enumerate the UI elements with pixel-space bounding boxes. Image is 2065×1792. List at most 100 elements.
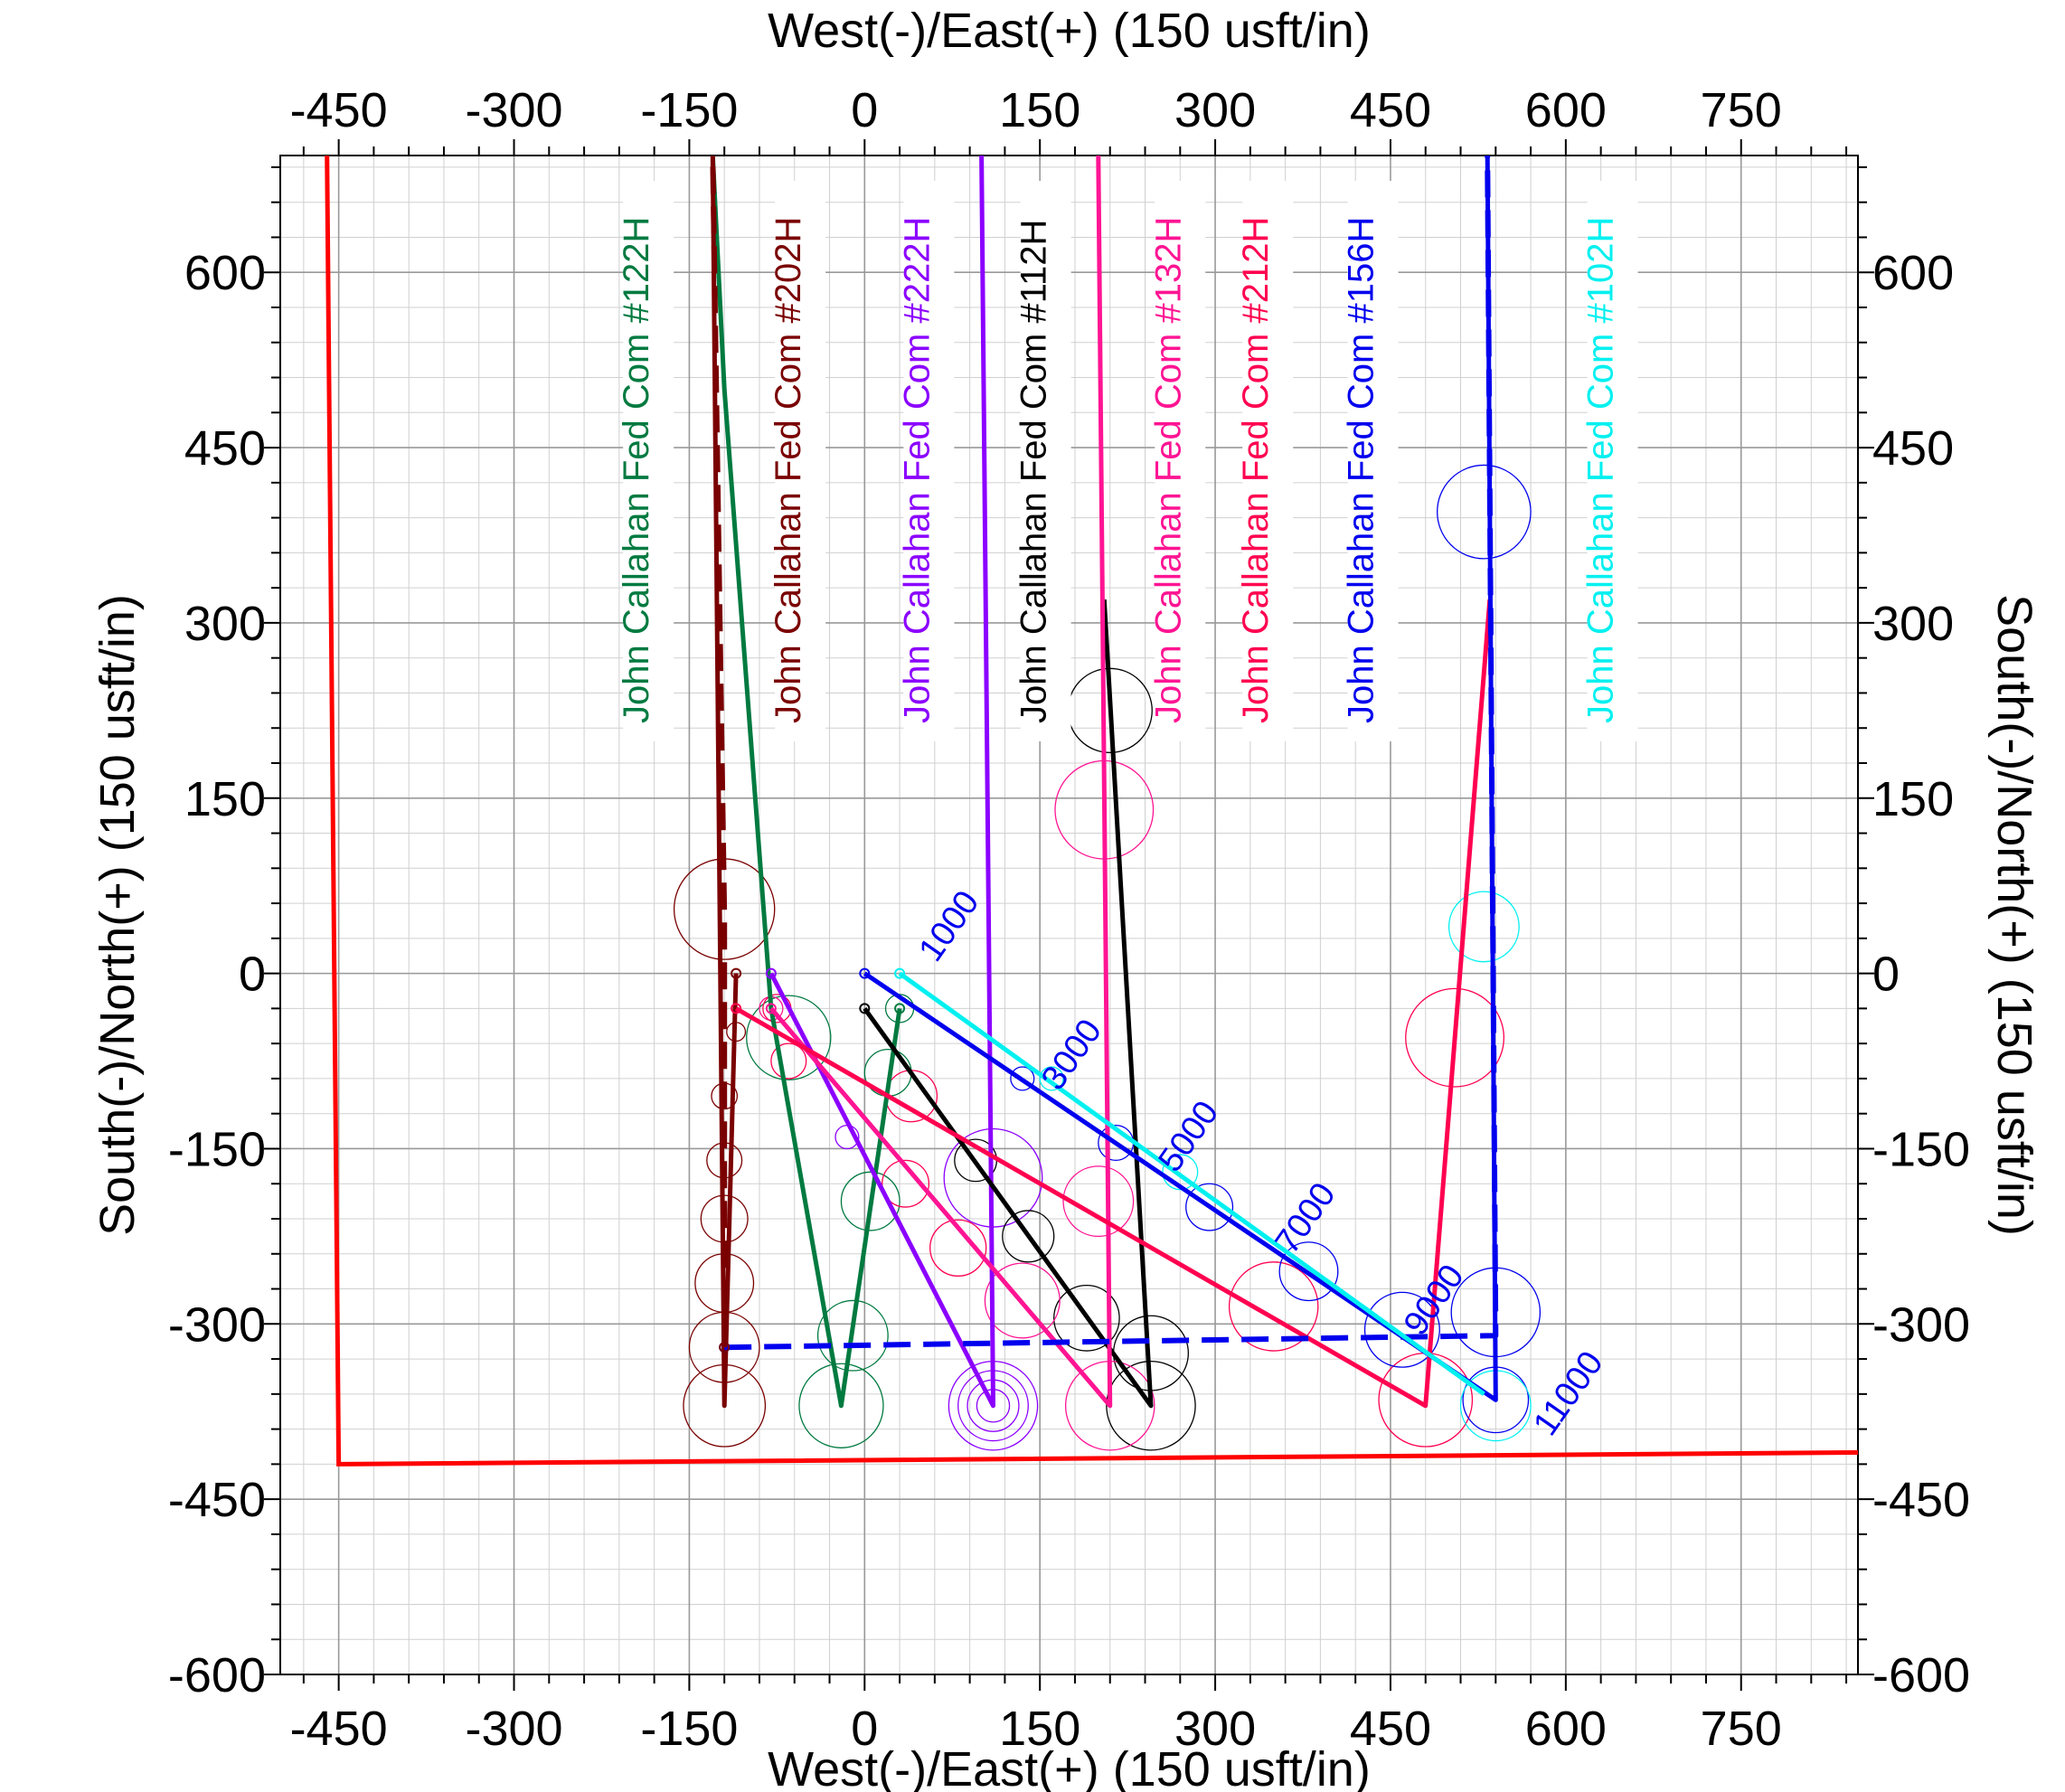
x-tick-label-bottom: -450 [290, 1702, 388, 1756]
y-axis-label-left: South(-)/North(+) (150 usft/in) [90, 594, 145, 1236]
y-tick-label-left: 0 [239, 948, 266, 1002]
y-tick-label-right: -450 [1872, 1473, 1970, 1527]
y-tick-label-right: -150 [1872, 1122, 1970, 1176]
lease-boundary-line [325, 155, 1859, 1467]
uncertainty-circle [1363, 1291, 1440, 1368]
well-trajectory [863, 599, 1154, 1409]
uncertainty-circle [1053, 1285, 1120, 1352]
tick-labels: -450 -450 -300 -300 -150 -150 0 0 150 150 300 300 45… [168, 83, 1970, 1756]
uncertainty-circle [1039, 1066, 1064, 1091]
x-tick-label-top: 150 [999, 83, 1080, 137]
well-label-background [1020, 181, 1071, 741]
x-tick-label-top: 750 [1701, 83, 1782, 137]
uncertainty-circle [1010, 1066, 1035, 1091]
uncertainty-circle [1062, 1165, 1135, 1238]
well-label: John Callahan Fed Com #212H [1236, 217, 1276, 723]
y-tick-label-right: 150 [1872, 772, 1954, 826]
well-trajectory [898, 971, 1485, 1396]
uncertainty-circle [1405, 987, 1504, 1088]
x-tick-label-top: 0 [851, 83, 878, 137]
x-tick-label-bottom: 150 [999, 1702, 1080, 1756]
x-tick-label-bottom: 600 [1525, 1702, 1607, 1756]
well-trajectory [734, 599, 1493, 1409]
surface-location-marker [894, 967, 906, 979]
surface-location-marker [859, 1003, 871, 1014]
well-trajectory [710, 155, 728, 1348]
y-tick-label-right: 600 [1872, 246, 1954, 300]
well-label: John Callahan Fed Com #102H [1581, 217, 1621, 723]
uncertainty-circle [840, 1171, 900, 1231]
x-tick-label-bottom: -300 [465, 1702, 562, 1756]
y-tick-label-left: 450 [184, 421, 266, 476]
well-label: John Callahan Fed Com #112H [1014, 220, 1054, 723]
x-tick-label-bottom: 450 [1350, 1702, 1431, 1756]
well-label: John Callahan Fed Com #156H [1342, 217, 1381, 723]
surface-location-marker [765, 1003, 777, 1014]
well-trajectory [768, 155, 1113, 1409]
uncertainty-circle [1002, 1210, 1055, 1263]
y-axis-label-right: South(-)/North(+) (150 usft/in) [1987, 594, 2041, 1236]
uncertainty-circle [1185, 1183, 1234, 1231]
y-tick-label-right: -600 [1872, 1648, 1970, 1702]
x-tick-label-top: 600 [1525, 83, 1607, 137]
surface-location-marker [859, 967, 871, 979]
x-tick-label-top: -300 [465, 83, 562, 137]
uncertainty-circle [816, 1299, 889, 1372]
uncertainty-circle [1278, 1241, 1339, 1302]
x-tick-label-top: 300 [1174, 83, 1256, 137]
well-label: John Callahan Fed Com #132H [1148, 217, 1188, 723]
y-tick-label-left: -300 [168, 1297, 266, 1352]
y-tick-label-left: -150 [168, 1122, 266, 1176]
x-axis-label-bottom: West(-)/East(+) (150 usft/in) [768, 1742, 1371, 1792]
uncertainty-circle [1447, 891, 1520, 963]
surface-location-marker [765, 967, 777, 979]
surface-location-marker [731, 967, 742, 979]
well-trajectory [768, 155, 995, 1409]
uncertainty-circle [798, 1363, 884, 1448]
y-tick-label-left: -450 [168, 1473, 266, 1527]
y-tick-label-right: -300 [1872, 1297, 1970, 1352]
well-label: John Callahan Fed Com #222H [897, 217, 937, 723]
x-tick-label-bottom: 300 [1174, 1702, 1256, 1756]
uncertainty-circle [1437, 464, 1532, 560]
uncertainty-circle [984, 1262, 1061, 1339]
surface-location-marker [731, 1003, 742, 1014]
y-tick-label-left: -600 [168, 1648, 266, 1702]
x-tick-label-top: -150 [640, 83, 738, 137]
well-trajectories [710, 155, 1499, 1409]
uncertainty-circle [1228, 1261, 1319, 1352]
x-tick-label-top: 450 [1350, 83, 1431, 137]
y-tick-label-right: 0 [1872, 948, 1900, 1002]
axis-ticks [264, 139, 1874, 1691]
well-label: John Callahan Fed Com #202H [768, 217, 808, 723]
lease-boundary [325, 155, 1859, 1467]
x-tick-label-top: -450 [290, 83, 388, 137]
y-tick-label-left: 300 [184, 597, 266, 651]
surface-location-marker [719, 1342, 731, 1353]
well-label-background [1155, 181, 1206, 741]
y-tick-label-right: 450 [1872, 421, 1954, 476]
y-tick-label-left: 600 [184, 246, 266, 300]
x-tick-label-bottom: 0 [851, 1702, 878, 1756]
x-tick-label-bottom: -150 [640, 1702, 738, 1756]
uncertainty-circle [929, 1219, 987, 1277]
uncertainty-circle [746, 995, 832, 1080]
x-axis-label-top: West(-)/East(+) (150 usft/in) [768, 4, 1371, 58]
well-label-background [1587, 181, 1638, 741]
surface-location-marker [894, 1003, 906, 1014]
well-label-background [775, 181, 826, 741]
y-tick-label-right: 300 [1872, 597, 1954, 651]
plot-frame [279, 155, 1859, 1675]
uncertainty-circle [1162, 1154, 1199, 1191]
well-label-background [1347, 181, 1399, 741]
well-label: John Callahan Fed Com #122H [617, 217, 656, 723]
well-label-background [903, 181, 955, 741]
well-trajectory [724, 155, 1499, 1351]
x-tick-label-bottom: 750 [1701, 1702, 1782, 1756]
well-labels: John Callahan Fed Com #122H John Callahan… [617, 181, 1638, 741]
y-tick-label-left: 150 [184, 772, 266, 826]
uncertainty-circle [770, 1042, 807, 1080]
uncertainty-circle [1106, 1361, 1196, 1451]
well-label-background [623, 181, 674, 741]
